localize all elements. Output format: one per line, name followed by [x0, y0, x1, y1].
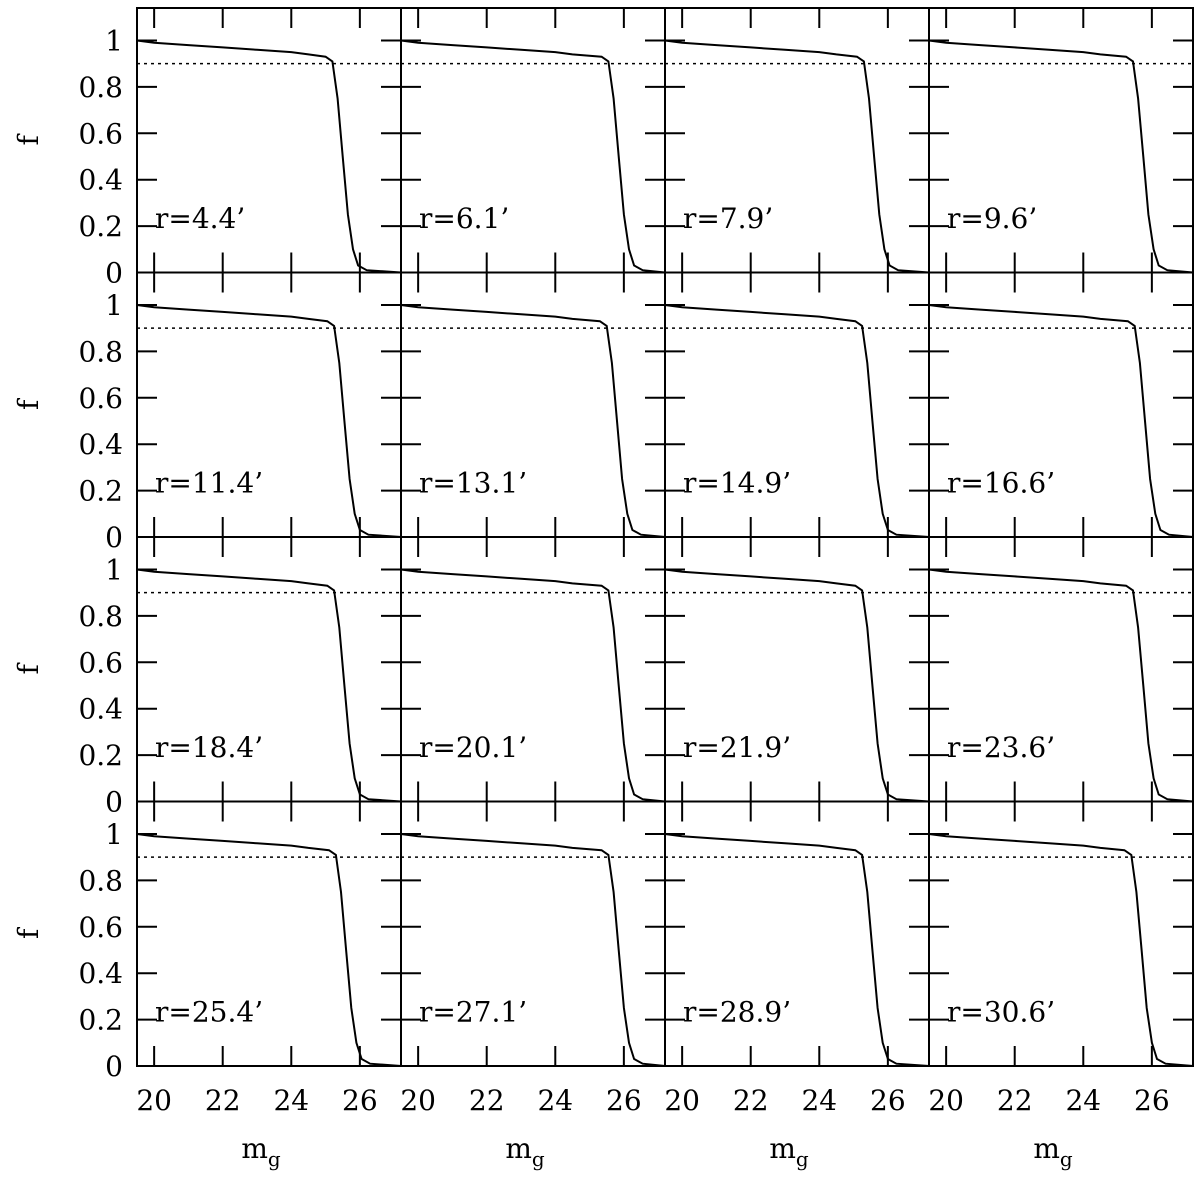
y-tick-label: 1 — [105, 553, 123, 586]
y-tick-label: 0.6 — [78, 646, 123, 679]
y-axis-label: f — [12, 397, 45, 410]
x-tick-label: 26 — [606, 1084, 642, 1117]
curve — [400, 304, 666, 538]
y-tick-label: 1 — [105, 818, 123, 851]
curve — [928, 304, 1194, 538]
curve — [136, 304, 402, 538]
x-axis-label: mg — [505, 1132, 545, 1171]
x-tick-label: 20 — [400, 1084, 436, 1117]
annotation: r=4.4’ — [155, 202, 245, 235]
y-axis-label: f — [12, 132, 45, 145]
y-tick-label: 0.8 — [78, 600, 123, 633]
x-axis-label-main: m — [769, 1132, 796, 1165]
y-tick-label: 0 — [105, 1050, 123, 1083]
y-tick-label: 0.6 — [78, 911, 123, 944]
x-axis-label: mg — [241, 1132, 281, 1171]
x-tick-label: 22 — [997, 1084, 1033, 1117]
annotation: r=21.9’ — [683, 731, 791, 764]
curve — [664, 568, 930, 803]
annotation: r=13.1’ — [419, 467, 527, 500]
x-tick-label: 20 — [928, 1084, 964, 1117]
curve — [664, 833, 930, 1067]
panel-frame — [928, 800, 1194, 1067]
x-axis-label-sub: g — [1060, 1147, 1073, 1171]
annotation: r=14.9’ — [683, 467, 791, 500]
x-axis-label-main: m — [241, 1132, 268, 1165]
y-tick-label: 0.8 — [78, 335, 123, 368]
annotation: r=7.9’ — [683, 202, 773, 235]
x-tick-label: 24 — [801, 1084, 837, 1117]
x-axis-label: mg — [1033, 1132, 1073, 1171]
x-tick-label: 22 — [205, 1084, 241, 1117]
annotation: r=6.1’ — [419, 202, 509, 235]
annotation: r=25.4’ — [155, 996, 263, 1029]
annotation: r=18.4’ — [155, 731, 263, 764]
x-tick-label: 22 — [469, 1084, 505, 1117]
x-tick-label: 26 — [1134, 1084, 1170, 1117]
x-tick-label: 24 — [537, 1084, 573, 1117]
curve — [400, 568, 666, 803]
curve — [400, 833, 666, 1067]
x-tick-label: 26 — [342, 1084, 378, 1117]
y-tick-label: 0.2 — [78, 739, 123, 772]
y-tick-label: 0 — [105, 786, 123, 819]
x-axis-label: mg — [769, 1132, 809, 1171]
y-tick-label: 0.8 — [78, 71, 123, 104]
y-tick-label: 0.4 — [78, 693, 123, 726]
y-axis-label: f — [12, 661, 45, 674]
annotation: r=30.6’ — [947, 996, 1055, 1029]
y-tick-label: 1 — [105, 24, 123, 57]
annotation: r=16.6’ — [947, 467, 1055, 500]
x-axis-label-main: m — [1033, 1132, 1060, 1165]
x-tick-label: 20 — [136, 1084, 172, 1117]
curve — [928, 833, 1194, 1067]
x-tick-label: 20 — [664, 1084, 700, 1117]
annotation: r=20.1’ — [419, 731, 527, 764]
y-tick-label: 0 — [105, 521, 123, 554]
annotation: r=28.9’ — [683, 996, 791, 1029]
y-tick-label: 0 — [105, 257, 123, 290]
x-axis-label-sub: g — [268, 1147, 281, 1171]
y-tick-label: 0.2 — [78, 210, 123, 243]
annotation: r=23.6’ — [947, 731, 1055, 764]
curve — [136, 568, 402, 803]
x-tick-label: 24 — [1065, 1084, 1101, 1117]
annotation: r=9.6’ — [947, 202, 1037, 235]
curve — [400, 39, 666, 274]
x-tick-label: 26 — [870, 1084, 906, 1117]
annotation: r=11.4’ — [155, 467, 263, 500]
curve — [136, 833, 402, 1067]
y-tick-label: 0.8 — [78, 864, 123, 897]
y-axis-label: f — [12, 926, 45, 939]
curve — [928, 568, 1194, 803]
y-tick-label: 0.2 — [78, 475, 123, 508]
x-axis-label-main: m — [505, 1132, 532, 1165]
curve — [928, 39, 1194, 274]
y-tick-label: 0.6 — [78, 117, 123, 150]
curve — [136, 39, 402, 274]
curve — [664, 304, 930, 538]
curve — [664, 39, 930, 274]
y-tick-label: 1 — [105, 289, 123, 322]
y-tick-label: 0.4 — [78, 164, 123, 197]
x-tick-label: 22 — [733, 1084, 769, 1117]
annotation: r=27.1’ — [419, 996, 527, 1029]
y-tick-label: 0.4 — [78, 957, 123, 990]
y-tick-label: 0.2 — [78, 1004, 123, 1037]
y-tick-label: 0.4 — [78, 428, 123, 461]
y-tick-label: 0.6 — [78, 382, 123, 415]
x-axis-label-sub: g — [532, 1147, 545, 1171]
x-axis-label-sub: g — [796, 1147, 809, 1171]
x-tick-label: 24 — [273, 1084, 309, 1117]
